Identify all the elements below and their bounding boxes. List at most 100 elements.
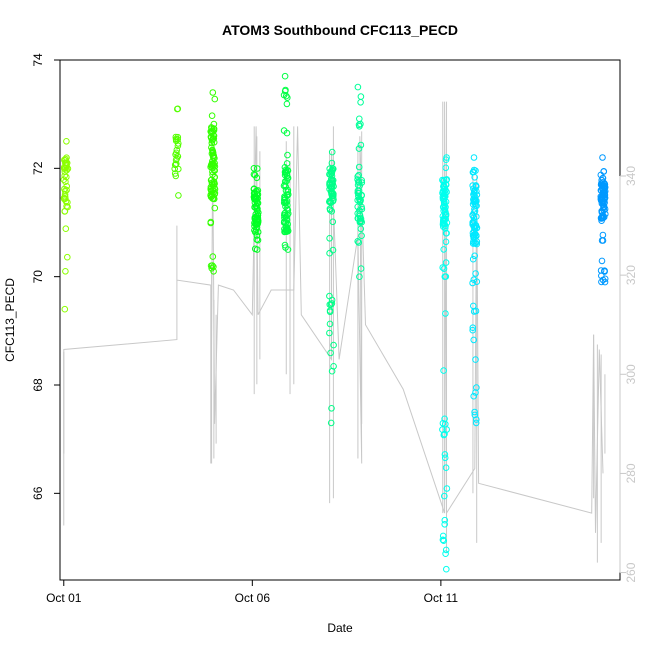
data-point: [208, 265, 215, 272]
data-point: [597, 267, 605, 274]
data-point: [601, 278, 609, 286]
data-point: [328, 367, 336, 375]
data-point: [175, 192, 182, 199]
data-point: [472, 182, 480, 189]
data-point: [439, 264, 447, 271]
data-point: [440, 537, 448, 545]
y-axis: 66 68 70 72 74: [31, 53, 60, 500]
data-point: [440, 265, 448, 273]
data-point: [250, 185, 258, 192]
data-point: [62, 225, 70, 232]
data-point: [598, 237, 606, 244]
data-point: [443, 229, 450, 237]
data-point: [469, 326, 477, 334]
data-point: [357, 265, 365, 272]
data-point: [357, 215, 365, 222]
point-cluster: [354, 83, 366, 281]
data-point: [442, 259, 450, 266]
data-point: [600, 188, 608, 195]
y-tick-label: 68: [31, 378, 45, 392]
data-points: [60, 72, 609, 573]
point-cluster: [250, 165, 262, 253]
data-point: [602, 210, 609, 218]
x-tick-label: Oct 11: [424, 591, 459, 605]
data-point: [328, 192, 336, 200]
data-point: [471, 231, 479, 238]
data-point: [329, 180, 337, 187]
data-point: [601, 183, 608, 191]
data-point: [599, 174, 607, 182]
data-point: [281, 218, 288, 225]
data-point: [440, 367, 447, 374]
data-point: [470, 168, 477, 176]
data-point: [173, 137, 180, 145]
data-point: [211, 95, 219, 103]
data-point: [329, 189, 336, 196]
data-point: [209, 262, 216, 269]
data-point: [61, 172, 68, 179]
data-point: [354, 196, 362, 204]
data-point: [472, 270, 479, 277]
data-point: [599, 231, 607, 239]
data-point: [439, 536, 447, 544]
point-cluster: [280, 72, 292, 253]
data-point: [252, 214, 259, 222]
data-point: [210, 166, 218, 174]
data-point: [209, 253, 217, 260]
data-point: [601, 267, 608, 275]
data-point: [61, 207, 69, 215]
data-point: [601, 205, 609, 213]
data-point: [469, 279, 476, 287]
data-point: [470, 276, 478, 284]
data-point: [328, 159, 336, 167]
data-point: [473, 240, 481, 248]
data-point: [473, 238, 481, 245]
point-cluster: [60, 138, 72, 313]
data-point: [440, 195, 448, 203]
y-tick-label: 70: [31, 270, 45, 284]
data-point: [355, 239, 363, 246]
data-point: [439, 221, 447, 228]
data-point: [439, 217, 447, 225]
data-point: [443, 426, 451, 433]
data-point: [443, 565, 450, 573]
data-point: [173, 146, 181, 154]
data-point: [62, 161, 70, 169]
data-point: [328, 170, 335, 177]
data-point: [175, 165, 182, 173]
data-point: [63, 138, 70, 145]
data-point: [327, 171, 334, 178]
data-point: [442, 550, 449, 558]
data-point: [356, 115, 363, 123]
data-point: [471, 205, 478, 213]
y2-tick-label: 300: [624, 364, 638, 384]
data-point: [207, 218, 215, 226]
data-point: [472, 239, 480, 247]
data-point: [210, 263, 217, 271]
data-point: [441, 189, 449, 197]
data-point: [327, 419, 335, 427]
data-point: [441, 516, 449, 524]
data-point: [62, 268, 69, 275]
data-point: [355, 187, 363, 195]
data-point: [207, 128, 214, 135]
data-point: [442, 464, 450, 472]
y-tick-label: 74: [31, 53, 45, 67]
data-point: [284, 227, 292, 234]
data-point: [328, 405, 335, 412]
data-point: [207, 134, 215, 142]
data-point: [600, 181, 607, 189]
data-point: [472, 356, 479, 363]
data-point: [284, 151, 291, 159]
data-point: [470, 196, 477, 204]
data-point: [440, 220, 448, 227]
data-point: [473, 384, 480, 391]
data-point: [284, 206, 292, 214]
chart-title: ATOM3 Southbound CFC113_PECD: [222, 22, 458, 38]
data-point: [354, 210, 362, 217]
data-point: [442, 238, 450, 246]
data-point: [210, 139, 218, 146]
data-point: [328, 296, 336, 304]
data-point: [470, 392, 478, 400]
